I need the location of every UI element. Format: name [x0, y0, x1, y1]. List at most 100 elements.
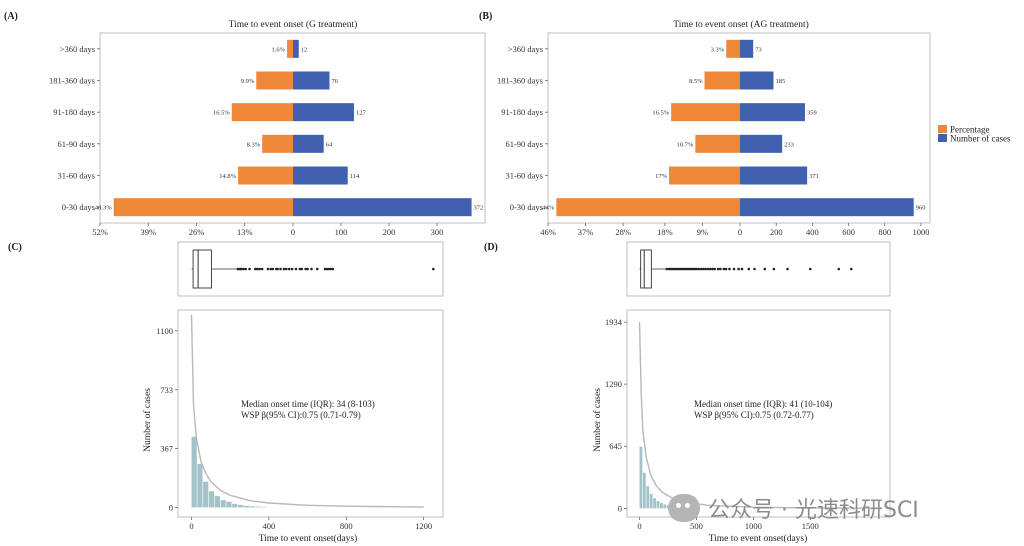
bar-cases — [293, 39, 299, 58]
y-tick-label: 91-180 days — [53, 107, 95, 117]
histogram-bar — [255, 506, 261, 508]
pyramid-chart-a: 1.6% 12 >360 days 9.9% 76 181-360 days 16.5% 12… — [49, 32, 486, 237]
data-label-percentage: 10.7% — [677, 141, 694, 148]
annotation-median-d: Median onset time (IQR): 41 (10-104) — [694, 399, 832, 409]
data-label-percentage: 16.5% — [652, 110, 669, 117]
boxplot-outlier — [849, 267, 853, 271]
plot-frame — [99, 32, 486, 224]
boxplot-outlier — [271, 267, 275, 271]
data-label-percentage: 16.5% — [213, 110, 230, 117]
boxplot-outlier — [809, 267, 812, 271]
x-tick-label: 18% — [657, 227, 673, 237]
annotation-wsp-c: WSP β(95% CI):0.75 (0.71-0.79) — [241, 410, 361, 420]
histogram-bar — [226, 501, 232, 508]
boxplot-outlier — [298, 267, 302, 271]
x-axis-label-c: Time to event onset(days) — [259, 533, 358, 544]
watermark: 公众号 · 光速科研SCI — [668, 488, 1008, 528]
boxplot-outlier — [323, 267, 327, 271]
legend-label-percentage: Percentage — [950, 125, 989, 135]
histogram-bar — [249, 506, 255, 508]
boxplot-outlier — [256, 267, 259, 271]
data-label-cases: 114 — [350, 173, 360, 180]
y-tick-label: 91-180 days — [501, 107, 543, 117]
boxplot-outlier — [695, 267, 698, 271]
legend: Percentage Number of cases — [938, 125, 1011, 144]
y-axis-label-d: Number of cases — [592, 388, 603, 452]
chart-title-b: Time to event onset (AG treatment) — [673, 19, 809, 30]
bar-percentage — [262, 134, 293, 153]
histogram-bar — [220, 500, 226, 508]
bar-cases — [740, 39, 754, 58]
y-tick-label: 181-360 days — [497, 76, 543, 86]
wechat-icon — [668, 494, 700, 522]
boxplot-outlier — [708, 267, 712, 271]
histogram-bar — [237, 504, 244, 508]
boxplot-outlier — [713, 267, 716, 271]
bar-cases — [740, 134, 783, 153]
boxplot-outlier — [331, 267, 335, 271]
legend-swatch-percentage — [938, 125, 947, 133]
x-tick-label: 200 — [770, 227, 783, 237]
x-tick-label: 13% — [237, 227, 253, 237]
boxplot-outlier — [706, 267, 710, 271]
boxplot-d — [626, 241, 891, 297]
bar-percentage — [113, 198, 293, 217]
boxplot-outlier — [699, 267, 703, 271]
x-tick-label: 0 — [738, 227, 742, 237]
boxplot-outlier — [747, 267, 751, 271]
boxplot-outlier — [242, 267, 245, 271]
data-label-cases: 371 — [809, 173, 819, 180]
histogram-bar — [208, 491, 215, 508]
x-tick-label: 26% — [189, 227, 205, 237]
boxplot-outlier — [724, 267, 728, 271]
plot-frame — [626, 241, 891, 297]
bar-cases — [293, 198, 472, 217]
boxplot-outlier — [329, 267, 333, 271]
bar-cases — [740, 166, 808, 185]
boxplot-outlier — [711, 267, 714, 271]
fit-curve — [190, 314, 424, 508]
x-tick-label: 0 — [291, 227, 295, 237]
boxplot-outlier — [244, 267, 248, 271]
panel-label-a: (A) — [4, 11, 18, 22]
data-label-cases: 960 — [916, 205, 926, 212]
bar-cases — [740, 71, 774, 90]
boxplot-outlier — [269, 267, 273, 271]
data-label-cases: 127 — [356, 110, 367, 117]
x-tick-label: 1000 — [745, 521, 762, 531]
x-tick-label: 500 — [690, 521, 703, 531]
boxplot-box — [192, 249, 212, 289]
x-tick-label: 9% — [697, 227, 708, 237]
fit-curve — [638, 322, 868, 509]
bar-percentage — [695, 134, 740, 153]
y-tick-label: 733 — [160, 385, 173, 395]
data-label-percentage: 44% — [542, 205, 555, 212]
x-tick-label: 300 — [431, 227, 444, 237]
boxplot-outlier — [287, 267, 291, 271]
x-tick-label: 100 — [335, 227, 348, 237]
x-tick-label: 1200 — [415, 521, 432, 531]
data-label-cases: 76 — [331, 78, 338, 85]
bar-percentage — [231, 103, 293, 122]
plot-frame — [547, 32, 931, 224]
plot-frame — [626, 309, 891, 518]
x-tick-label: 400 — [263, 521, 276, 531]
data-label-cases: 64 — [326, 141, 333, 148]
pyramid-chart-b: 3.3% 73 >360 days 8.5% 185 181-360 days 16.5% 3… — [497, 32, 931, 237]
y-tick-label: 367 — [160, 443, 173, 453]
data-label-cases: 372 — [474, 205, 484, 212]
boxplot-outlier — [697, 267, 701, 271]
y-tick-label: 0-30 days — [62, 202, 95, 212]
boxplot-box — [640, 249, 652, 289]
x-tick-label: 800 — [340, 521, 353, 531]
histogram-bar — [642, 472, 646, 509]
x-tick-label: 0 — [189, 521, 193, 531]
histogram-bar — [191, 436, 197, 508]
data-label-cases: 233 — [784, 141, 794, 148]
bar-cases — [740, 198, 914, 217]
boxplot-outlier — [240, 267, 243, 271]
y-tick-label: 1934 — [605, 317, 623, 327]
boxplot-outlier — [786, 267, 789, 271]
data-label-cases: 185 — [775, 78, 785, 85]
data-label-percentage: 14.8% — [219, 173, 236, 180]
